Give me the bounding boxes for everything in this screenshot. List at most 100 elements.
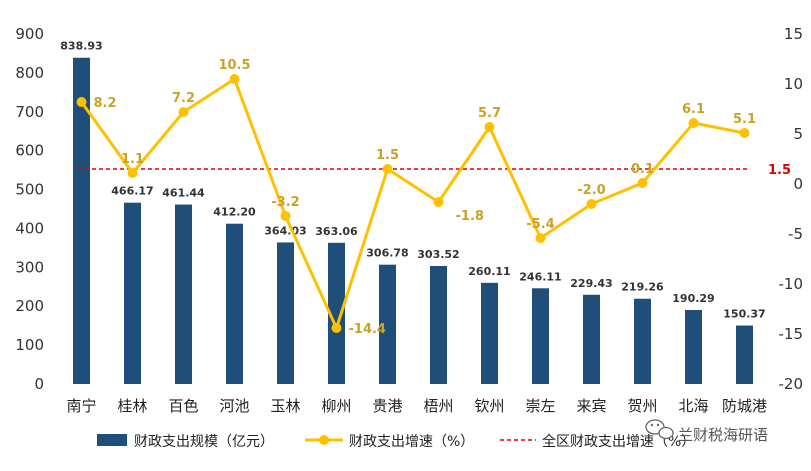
bar-value-label: 219.26 [621,281,664,294]
right-tick-label: -20 [779,375,804,393]
category-label: 来宾 [576,397,606,415]
right-tick-label: -5 [788,225,803,243]
bar-value-label: 412.20 [213,206,256,219]
category-label: 北海 [678,397,708,415]
wechat-icon [645,419,674,440]
category-label: 百色 [168,397,198,415]
growth-value-label: 5.1 [733,112,756,127]
left-tick-label: 500 [15,181,44,199]
bar [430,265,447,384]
bar-value-label: 229.43 [570,277,612,290]
right-tick-label: 15 [784,25,803,43]
bar [175,204,192,384]
growth-points [76,74,750,333]
category-labels: 南宁 桂林 百色 河池 玉林 柳州 贵港 梧州 钦州 崇左 来宾 贺州 北海 防城港 [66,397,767,415]
bar-value-label: 838.93 [60,40,102,53]
left-tick-label: 800 [15,64,44,82]
watermark: 兰财税海研语 [645,419,768,444]
bar [634,298,651,384]
category-label: 河池 [219,397,249,415]
growth-line [80,77,745,330]
growth-point [739,128,750,138]
right-axis: -20 -15 -10 -5 0 5 10 15 [779,25,804,393]
legend-ref-label: 全区财政支出增速（%） [542,433,695,450]
growth-value-label: 1.1 [121,152,144,167]
growth-point [280,211,291,221]
left-axis: 0 100 200 300 400 500 600 700 800 900 [15,25,44,393]
growth-value-label: -14.4 [349,322,386,337]
growth-point [229,74,240,84]
growth-value-label: -5.4 [526,217,554,232]
category-label: 南宁 [66,397,96,415]
growth-value-label: 10.5 [218,58,250,73]
right-tick-label: 0 [793,175,803,193]
growth-value-label: 0.1 [631,162,654,177]
growth-point [331,323,342,333]
bar [685,309,702,384]
growth-value-label: -1.8 [456,209,484,224]
bar-value-label: 466.17 [111,185,153,198]
growth-point [178,107,189,117]
growth-point [688,118,699,128]
category-label: 梧州 [423,397,453,415]
left-tick-label: 900 [15,25,44,43]
growth-value-label: 8.2 [94,96,117,111]
left-tick-label: 400 [15,219,44,237]
growth-point [637,178,648,188]
category-label: 柳州 [321,397,351,415]
bar-value-label: 246.11 [519,270,561,283]
bar-labels: 838.93 466.17 461.44 412.20 364.03 363.06 306.… [60,40,765,321]
legend-line-label: 财政支出增速（%） [349,434,474,450]
bar-value-label: 190.29 [672,292,714,305]
bar [124,202,141,384]
bar [328,242,345,384]
right-tick-label: -10 [779,275,804,293]
growth-value-label: 5.7 [478,106,501,121]
bar-value-label: 260.11 [468,265,510,278]
growth-value-label: -3.2 [271,195,299,210]
category-label: 钦州 [474,397,504,415]
legend-bar-swatch [97,434,127,446]
legend: 财政支出规模（亿元） 财政支出增速（%） 全区财政支出增速（%） [97,433,695,450]
legend-bar-label: 财政支出规模（亿元） [134,434,274,450]
right-tick-label: -15 [779,325,804,343]
category-label: 崇左 [525,397,555,415]
category-label: 玉林 [270,397,300,415]
left-tick-label: 200 [15,297,44,315]
left-tick-label: 300 [15,258,44,276]
bar [481,282,498,384]
bar [532,288,549,384]
category-label: 桂林 [117,397,147,415]
watermark-text: 兰财税海研语 [678,426,768,444]
right-tick-label: 10 [784,75,803,93]
left-tick-label: 100 [15,336,44,354]
bar [226,223,243,384]
bar [736,325,753,384]
growth-value-label: -2.0 [577,183,605,198]
left-tick-label: 600 [15,142,44,160]
bar-value-label: 150.37 [723,308,765,321]
reference-line-label: 1.5 [768,163,791,178]
bar-value-label: 461.44 [162,187,205,200]
growth-labels: 8.2 1.1 7.2 10.5 -3.2 -14.4 1.5 -1.8 5.7 -5.4 -2.0… [94,58,757,337]
growth-point [433,197,444,207]
right-tick-label: 5 [793,125,803,143]
category-label: 防城港 [722,397,767,415]
growth-value-label: 7.2 [172,91,195,106]
growth-value-label: 6.1 [682,102,705,117]
bar [73,57,90,384]
bar [277,242,294,384]
growth-point [484,122,495,132]
growth-point [535,233,546,243]
bar-value-label: 364.03 [264,224,306,237]
left-tick-label: 0 [34,375,44,393]
left-tick-label: 700 [15,103,44,121]
bar-series [73,57,753,384]
bar-value-label: 306.78 [366,247,408,260]
growth-value-label: 1.5 [376,148,399,163]
growth-point [127,168,138,178]
growth-point [586,199,597,209]
category-label: 贵港 [372,397,402,415]
bar [583,294,600,384]
